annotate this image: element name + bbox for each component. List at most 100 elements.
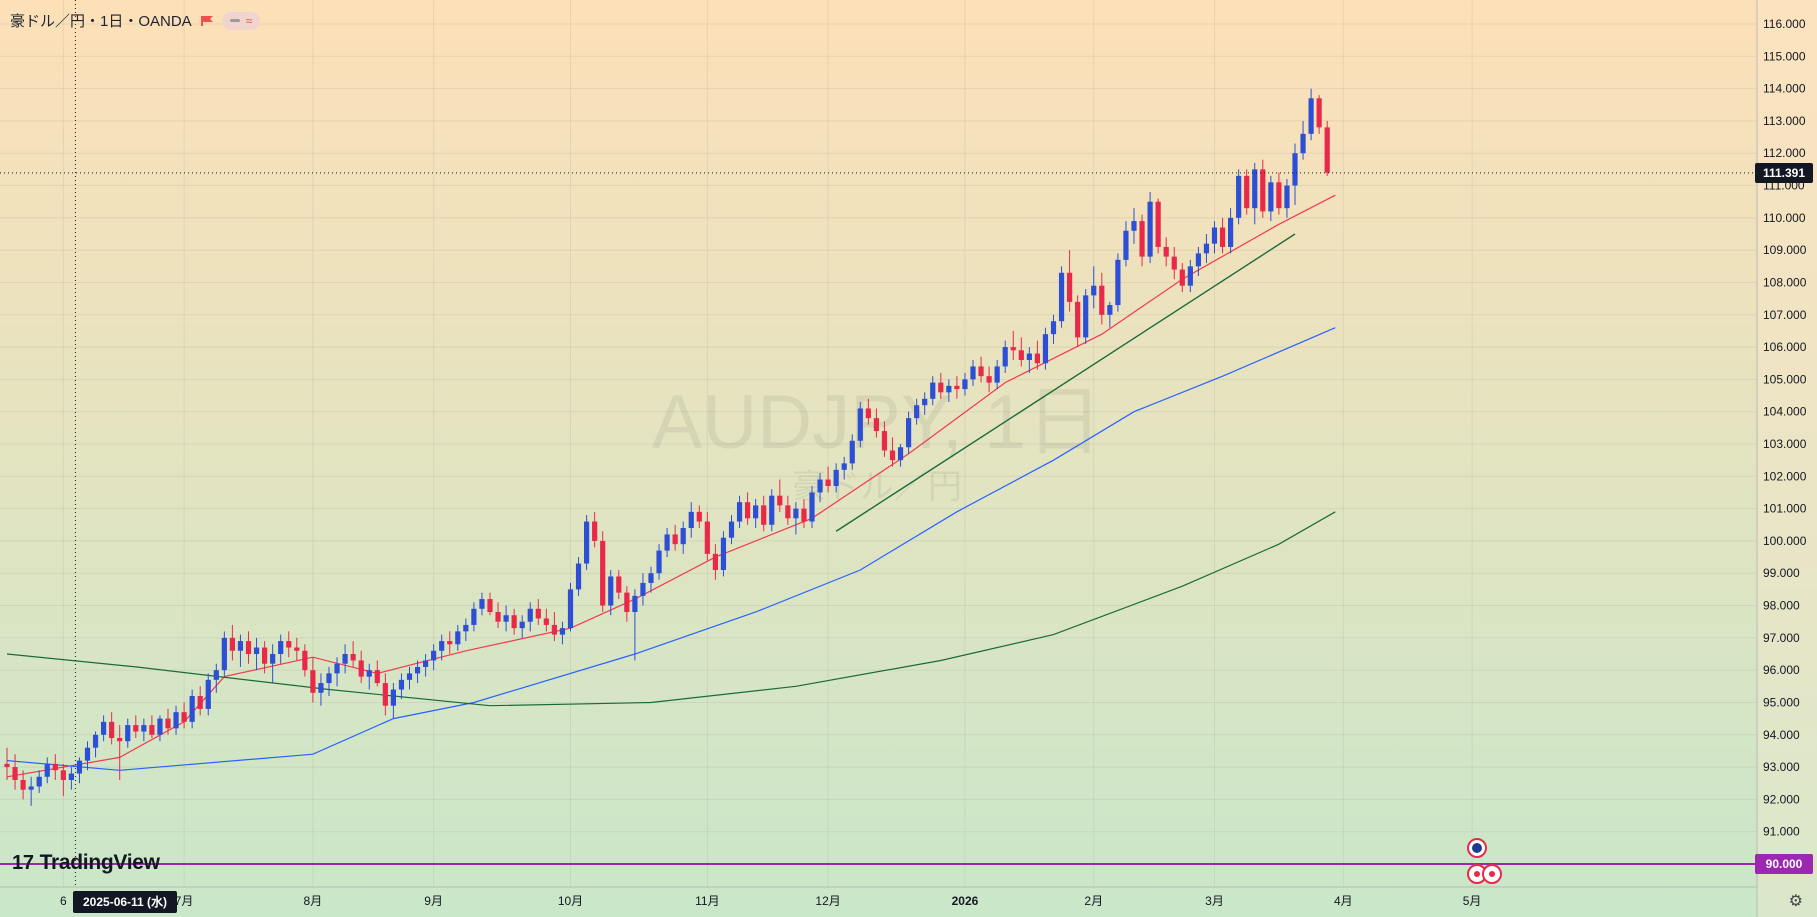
candle [310,657,316,703]
candle-body [962,379,968,390]
tradingview-logo[interactable]: 17 TradingView [12,851,160,875]
candle [809,486,815,528]
candle [946,379,952,402]
candle-body [511,615,517,629]
x-tick-label: 3月 [1205,894,1224,908]
candle-body [1139,221,1145,257]
candle [262,641,268,674]
candle [471,602,477,632]
x-tick-label: 2月 [1084,894,1103,908]
candle [1067,250,1073,312]
candle [801,498,807,528]
candle [753,498,759,528]
candle [1252,162,1258,225]
candle [1292,143,1298,205]
candle [1324,120,1330,176]
candle-body [76,760,83,774]
indicator-pill[interactable]: ≈ [221,11,261,30]
event-markers[interactable] [1467,838,1502,884]
candle-body [326,673,332,684]
candle-body [712,553,718,570]
candle [704,511,710,561]
candle [519,615,525,638]
x-tick-label: 12月 [815,894,840,908]
candle-body [447,641,453,645]
candle [1316,95,1322,134]
candle-body [978,366,984,377]
candle-body [584,521,590,564]
candle-body [761,505,767,525]
candle [44,757,50,784]
trendline-layer [835,233,1296,532]
y-tick-label: 97.000 [1763,631,1800,645]
candle-body [648,573,654,583]
candle [1228,208,1234,254]
candle-body [157,718,163,735]
candle-body [592,521,598,541]
candle [592,511,598,548]
candle-body [600,540,606,606]
candle [535,599,541,625]
candle [358,650,364,684]
candle [881,421,888,457]
candle-body [857,408,863,441]
candle-body [624,592,630,612]
symbol-title[interactable]: 豪ドル／円・1日・OANDA [10,13,192,30]
red-flag-icon[interactable] [200,15,214,27]
candle-body [334,663,340,674]
symbol-header[interactable]: 豪ドル／円・1日・OANDA ≈ [10,10,261,31]
candle [1034,340,1040,370]
candle-body [1058,272,1065,322]
candle-body [197,696,203,709]
candle-body [881,431,888,451]
candle [745,492,751,525]
candle-body [970,366,976,380]
y-tick-label: 105.000 [1763,372,1807,386]
candle-body [616,576,622,593]
y-tick-label: 104.000 [1763,405,1807,419]
candle [366,663,372,690]
candle [567,582,574,632]
candle-body [1099,285,1105,315]
price-axis-bg[interactable] [1757,0,1817,917]
candle-body [495,612,501,622]
candle-body [423,660,429,667]
candle [495,602,501,629]
candle-body [406,673,413,680]
candle-body [1075,301,1081,338]
candle [1276,172,1282,215]
candle [229,624,235,661]
dividend-icon-left-dot [1474,871,1480,877]
candle-body [1276,182,1282,209]
candle-body [358,660,364,677]
candle-body [245,641,252,654]
wave-icon: ≈ [245,13,253,28]
candle [543,608,549,632]
candle-body [1228,217,1234,247]
candle [278,634,284,664]
candle [487,592,493,616]
candle-body [20,780,26,790]
candle [672,524,678,551]
crosshair-price-label: 111.391 [1755,162,1813,183]
candle-body [270,654,276,664]
candle-body [1010,347,1016,351]
candle [624,586,630,622]
candle-body [342,654,348,664]
candle [793,502,799,535]
candle-body [318,683,324,693]
candle [736,495,743,528]
candle-body [1155,201,1161,247]
candle-body [986,376,992,383]
candle-body [793,508,799,519]
candle [133,715,139,738]
candle-body [1107,305,1113,315]
candle [125,718,131,748]
candle-body [229,637,235,651]
settings-gear-icon[interactable]: ⚙ [1788,893,1803,910]
candle-body [101,721,107,735]
trendline[interactable] [835,233,1296,532]
candle [938,372,944,399]
